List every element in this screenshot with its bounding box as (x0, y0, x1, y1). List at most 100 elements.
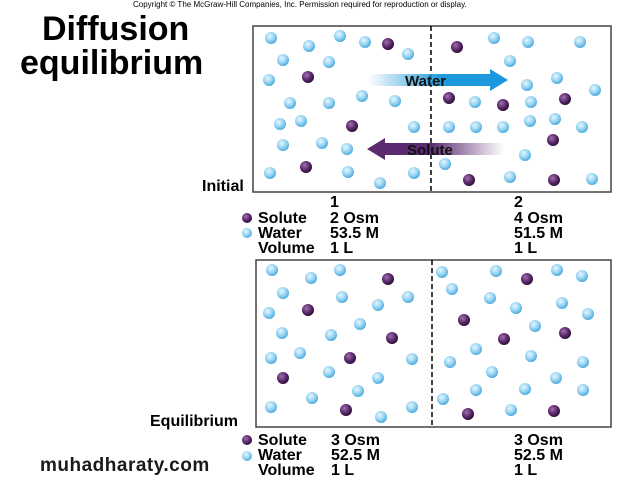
water-molecule (574, 36, 586, 48)
water-molecule (524, 115, 536, 127)
water-molecule (277, 139, 289, 151)
water-molecule (497, 121, 509, 133)
water-molecule (444, 356, 456, 368)
solute-particle (463, 174, 475, 186)
solute-particle (386, 332, 398, 344)
water-arrow-label: Water (405, 73, 446, 90)
water-molecule (342, 166, 354, 178)
water-molecule (504, 55, 516, 67)
water-legend-icon (242, 228, 252, 238)
solute-particle (382, 38, 394, 50)
water-molecule (266, 264, 278, 276)
solute-particle (548, 174, 560, 186)
water-molecule (389, 95, 401, 107)
water-molecule (276, 327, 288, 339)
water-molecule (323, 366, 335, 378)
water-molecule (265, 352, 277, 364)
water-molecule (402, 291, 414, 303)
water-molecule (375, 411, 387, 423)
water-molecule (372, 299, 384, 311)
water-label: Water (258, 447, 302, 464)
water-molecule (488, 32, 500, 44)
water-molecule (439, 158, 451, 170)
water-molecule (316, 137, 328, 149)
water-arrow: Water (368, 69, 508, 91)
title-line-1: Diffusion (42, 10, 190, 48)
water-molecule (334, 264, 346, 276)
water-molecule (274, 118, 286, 130)
solute-arrow-label: Solute (407, 142, 453, 159)
water-molecule (277, 54, 289, 66)
title-line-2: equilibrium (20, 44, 204, 82)
solute-particle (497, 99, 509, 111)
water-molecule (589, 84, 601, 96)
water-molecule (359, 36, 371, 48)
water-molecule (402, 48, 414, 60)
c2-water: 51.5 M (514, 225, 563, 242)
solute-particle (521, 273, 533, 285)
water-molecule (522, 36, 534, 48)
water-molecule (470, 343, 482, 355)
compartment-1-number: 1 (330, 194, 339, 211)
water-molecule (470, 384, 482, 396)
water-molecule (294, 347, 306, 359)
solute-particle (344, 352, 356, 364)
solute-particle (498, 333, 510, 345)
water-molecule (443, 121, 455, 133)
water-molecule (265, 401, 277, 413)
water-molecule (525, 96, 537, 108)
c2-solute: 4 Osm (514, 210, 563, 227)
water-molecule (406, 353, 418, 365)
water-molecule (305, 272, 317, 284)
solute-particle (462, 408, 474, 420)
water-molecule (354, 318, 366, 330)
water-molecule (490, 265, 502, 277)
solute-legend-icon (242, 435, 252, 445)
water-molecule (576, 270, 588, 282)
volume-label: Volume (258, 240, 315, 257)
eq-c1-water: 52.5 M (331, 447, 380, 464)
solute-particle (559, 327, 571, 339)
c2-volume: 1 L (514, 240, 538, 257)
water-molecule (325, 329, 337, 341)
water-molecule (549, 113, 561, 125)
c1-solute: 2 Osm (330, 210, 379, 227)
water-molecule (525, 350, 537, 362)
water-molecule (510, 302, 522, 314)
solute-particle (547, 134, 559, 146)
water-molecule (284, 97, 296, 109)
water-molecule (576, 121, 588, 133)
water-molecule (306, 392, 318, 404)
water-molecule (504, 171, 516, 183)
solute-label: Solute (258, 432, 307, 449)
water-molecule (263, 307, 275, 319)
water-molecule (551, 72, 563, 84)
water-molecule (519, 149, 531, 161)
water-molecule (521, 79, 533, 91)
water-molecule (436, 266, 448, 278)
water-molecule (486, 366, 498, 378)
water-molecule (263, 74, 275, 86)
water-molecule (356, 90, 368, 102)
water-molecule (372, 372, 384, 384)
initial-label: Initial (202, 178, 244, 195)
water-molecule (446, 283, 458, 295)
water-molecule (323, 97, 335, 109)
water-molecule (505, 404, 517, 416)
water-molecule (303, 40, 315, 52)
water-molecule (577, 384, 589, 396)
water-molecule (551, 264, 563, 276)
water-molecule (529, 320, 541, 332)
water-molecule (265, 32, 277, 44)
solute-particle (340, 404, 352, 416)
water-molecule (374, 177, 386, 189)
water-molecule (484, 292, 496, 304)
copyright-notice: Copyright © The McGraw-Hill Companies, I… (133, 0, 467, 9)
c1-water: 53.5 M (330, 225, 379, 242)
water-molecule (582, 308, 594, 320)
solute-particle (346, 120, 358, 132)
eq-c2-solute: 3 Osm (514, 432, 563, 449)
water-molecule (469, 96, 481, 108)
water-molecule (334, 30, 346, 42)
